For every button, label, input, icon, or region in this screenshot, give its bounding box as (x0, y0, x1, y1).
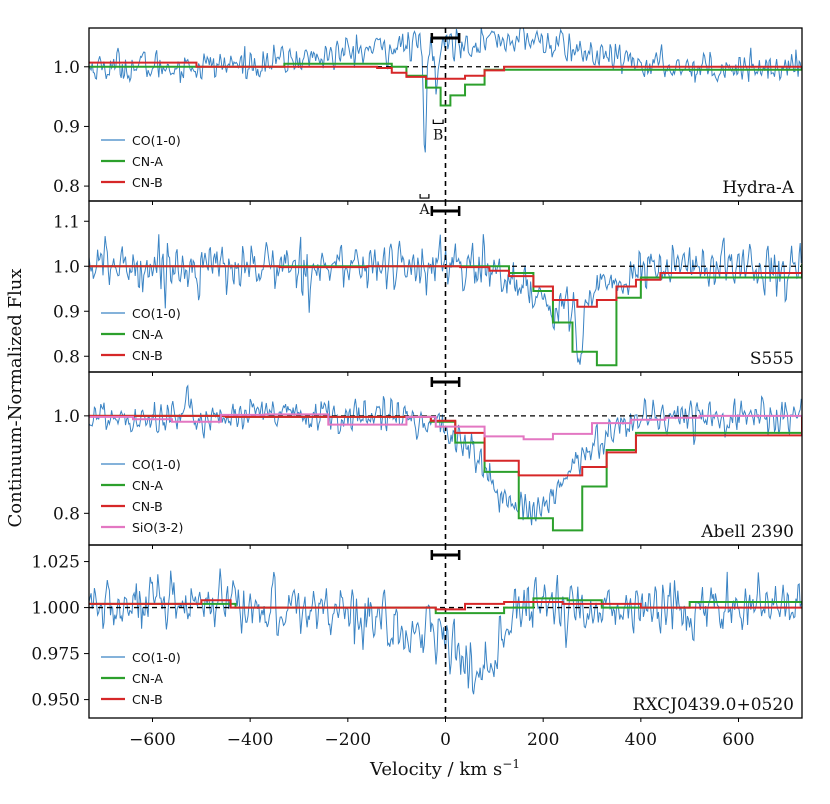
series-co10-panel-0 (89, 28, 802, 153)
y-tick-label-0-0: 0.8 (53, 177, 80, 197)
legend-label-2-0: CO(1-0) (132, 457, 181, 472)
legend-label-1-2: CN-B (132, 348, 163, 363)
series-cnb-panel-3 (89, 599, 802, 611)
x-tick-label-3: 0 (440, 730, 451, 750)
x-tick-label-4: 200 (527, 730, 559, 750)
legend-label-0-2: CN-B (132, 175, 163, 190)
panel-3: 0.950 0.975 1.000 1.025 CO(1-0) CN-A CN-B RXCJ0… (31, 544, 803, 722)
x-axis: −600 −400 −200 0 200 400 600 (129, 730, 755, 750)
x-tick-label-2: −200 (324, 730, 371, 750)
series-cnb-panel-0 (89, 61, 802, 80)
y-axis-label: Continuum-Normalized Flux (5, 269, 26, 528)
y-tick-label-1-1: 0.9 (53, 302, 80, 322)
series-sio32-panel-2 (89, 413, 802, 441)
series-cna-panel-1 (89, 264, 802, 367)
legend-label-2-3: SiO(3-2) (132, 520, 183, 535)
panels-group: A B 0.8 0.9 1.0 CO(1-0) CN-A CN-B Hydra-A 0.8 0.9 1… (31, 27, 803, 722)
legend-label-1-0: CO(1-0) (132, 306, 181, 321)
x-tick-label-5: 400 (625, 730, 657, 750)
legend-label-0-1: CN-A (132, 154, 163, 169)
legend-label-3-1: CN-A (132, 671, 163, 686)
panel-1: 0.8 0.9 1.0 1.1 CO(1-0) CN-A CN-B S555 (53, 200, 803, 376)
x-tick-label-1: −400 (227, 730, 274, 750)
annotation-label-1: B (433, 127, 443, 143)
y-tick-label-3-0: 0.950 (31, 691, 80, 711)
panel-0: A B 0.8 0.9 1.0 CO(1-0) CN-A CN-B Hydra-A (53, 27, 803, 218)
panel-label-0: Hydra-A (722, 178, 794, 198)
x-axis-label: Velocity / km s−1 (369, 757, 520, 780)
y-tick-label-3-1: 0.975 (31, 645, 80, 665)
y-tick-label-1-2: 1.0 (53, 257, 80, 277)
panel-label-1: S555 (750, 349, 794, 369)
legend-label-3-2: CN-B (132, 692, 163, 707)
annotation-bracket-0 (419, 194, 430, 199)
y-tick-label-2-0: 0.8 (53, 504, 80, 524)
panel-label-2: Abell 2390 (700, 522, 794, 542)
legend-label-2-2: CN-B (132, 499, 163, 514)
series-cnb-panel-1 (89, 265, 802, 308)
panel-label-3: RXCJ0439.0+0520 (633, 695, 794, 715)
y-tick-label-1-3: 1.1 (53, 212, 80, 232)
series-cna-panel-0 (89, 62, 802, 107)
annotation-bracket-1 (432, 119, 444, 125)
annotation-label-0: A (418, 202, 430, 218)
legend-label-2-1: CN-A (132, 478, 163, 493)
x-tick-label-0: −600 (129, 730, 176, 750)
x-axis-label-text: Velocity / km s (369, 759, 502, 780)
y-tick-label-1-0: 0.8 (53, 347, 80, 367)
y-tick-label-2-1: 1.0 (53, 407, 80, 427)
x-tick-label-6: 600 (722, 730, 754, 750)
y-tick-label-3-2: 1.000 (31, 599, 80, 619)
x-axis-label-superscript: −1 (502, 757, 520, 771)
panel-2: 0.8 1.0 CO(1-0) CN-A CN-B SiO(3-2) Abell 2390 (53, 371, 803, 549)
legend-label-1-1: CN-A (132, 327, 163, 342)
legend-label-0-0: CO(1-0) (132, 133, 181, 148)
y-tick-label-0-1: 0.9 (53, 117, 80, 137)
y-tick-label-0-2: 1.0 (53, 58, 80, 78)
legend-label-3-0: CO(1-0) (132, 650, 181, 665)
series-co10-panel-1 (89, 234, 802, 365)
y-tick-label-3-3: 1.025 (31, 553, 80, 573)
